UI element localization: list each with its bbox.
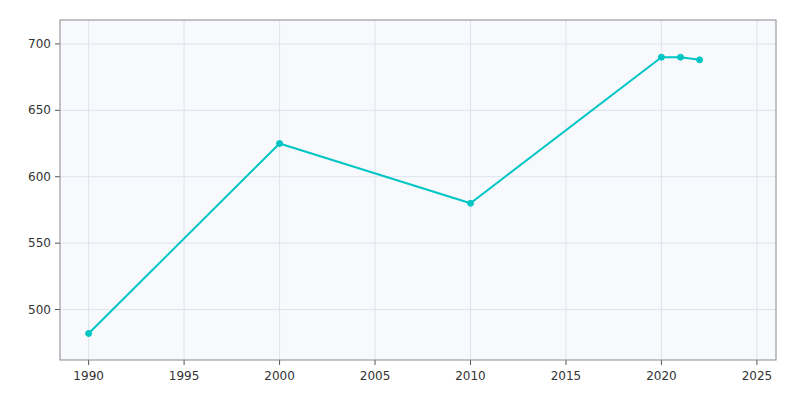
y-tick-label: 650 xyxy=(28,103,51,117)
y-tick-label: 550 xyxy=(28,236,51,250)
x-grid-line xyxy=(565,20,566,360)
x-tick-label: 2020 xyxy=(646,369,677,383)
x-tick xyxy=(375,360,376,365)
series-marker xyxy=(697,57,703,63)
y-grid-line xyxy=(60,176,776,177)
x-grid-line xyxy=(470,20,471,360)
series-marker xyxy=(468,200,474,206)
page: {"chart_data": {"type": "line", "x": [19… xyxy=(0,0,800,400)
x-grid-line xyxy=(661,20,662,360)
x-tick xyxy=(88,360,89,365)
y-grid-line xyxy=(60,309,776,310)
x-tick-label: 2025 xyxy=(742,369,773,383)
y-tick xyxy=(55,309,60,310)
x-tick xyxy=(661,360,662,365)
y-grid-line xyxy=(60,110,776,111)
y-grid-line xyxy=(60,43,776,44)
series-marker xyxy=(678,54,684,60)
x-tick-label: 1995 xyxy=(169,369,200,383)
grid xyxy=(60,20,776,360)
series-marker xyxy=(86,330,92,336)
x-tick-label: 1990 xyxy=(73,369,104,383)
x-grid-line xyxy=(756,20,757,360)
series-marker xyxy=(658,54,664,60)
x-tick-label: 2005 xyxy=(360,369,391,383)
x-grid-line xyxy=(279,20,280,360)
y-tick-label: 600 xyxy=(28,170,51,184)
x-grid-line xyxy=(88,20,89,360)
x-tick xyxy=(470,360,471,365)
plot-frame xyxy=(60,20,776,360)
chart-svg: 1990 1995 2000 2005 2010 2015 2020 2025 500 550 60… xyxy=(0,0,800,400)
x-tick-label: 2015 xyxy=(551,369,582,383)
x-grid-line xyxy=(375,20,376,360)
y-tick-label: 500 xyxy=(28,303,51,317)
x-tick xyxy=(756,360,757,365)
data-layer xyxy=(86,54,703,336)
y-tick xyxy=(55,110,60,111)
x-tick-label: 2000 xyxy=(264,369,295,383)
x-tick xyxy=(184,360,185,365)
plot-background xyxy=(60,20,776,360)
series-line xyxy=(89,57,700,333)
x-grid-line xyxy=(184,20,185,360)
y-tick-label: 700 xyxy=(28,37,51,51)
chart-container: 1990 1995 2000 2005 2010 2015 2020 2025 500 550 60… xyxy=(0,0,800,400)
y-grid-line xyxy=(60,243,776,244)
y-tick xyxy=(55,43,60,44)
x-tick xyxy=(279,360,280,365)
y-tick xyxy=(55,243,60,244)
x-tick xyxy=(565,360,566,365)
axes: 1990 1995 2000 2005 2010 2015 2020 2025 500 550 60… xyxy=(28,20,776,383)
y-tick xyxy=(55,176,60,177)
series-marker xyxy=(277,141,283,147)
x-tick-label: 2010 xyxy=(455,369,486,383)
